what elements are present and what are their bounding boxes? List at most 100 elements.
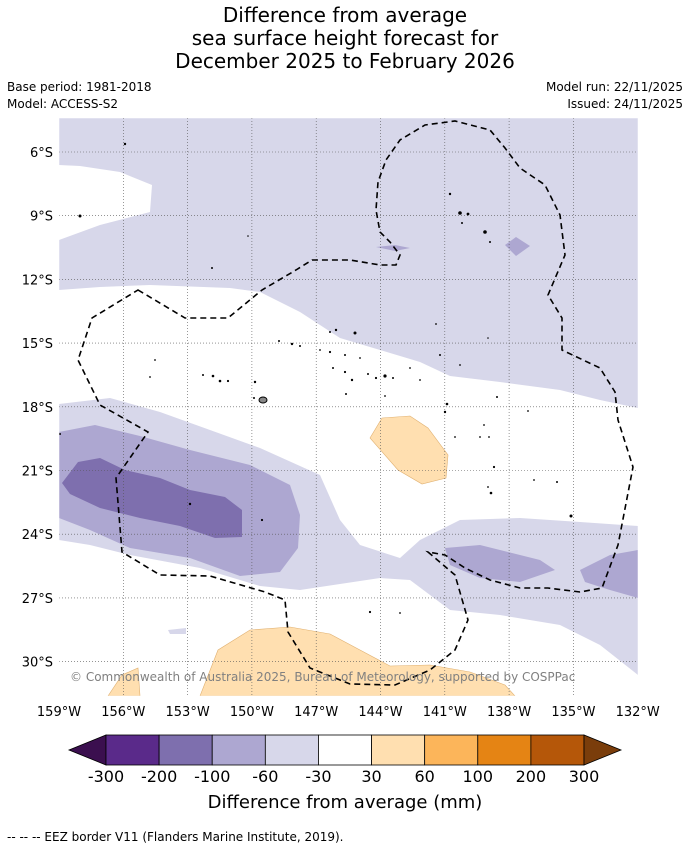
lon-tick-label: 135°W [551,705,595,720]
colorbar-segment [105,734,160,766]
title-line-2: sea surface height forecast for [191,26,499,50]
colorbar-tick-label: 300 [569,767,600,786]
anomaly-region-neg-medium-streak [376,245,410,251]
island [458,211,462,215]
lon-tick-label: 159°W [37,705,81,720]
island [435,323,437,325]
anomaly-field [59,118,638,696]
island [492,465,496,469]
lon-tick-label: 141°W [423,705,467,720]
island [211,267,213,269]
lon-tick-label: 150°W [230,705,274,720]
island [188,502,192,506]
island [569,514,573,518]
colorbar-tick-label: -200 [141,767,177,786]
island [489,491,493,495]
island [383,374,387,378]
colorbar-segment [530,734,585,766]
anomaly-region-neg-medium-east [445,545,555,582]
lat-tick-label: 21°S [22,465,53,480]
lon-tick-label: 153°W [166,705,210,720]
island [260,518,264,522]
island [488,436,490,438]
island [278,340,280,342]
island [343,370,347,374]
island [445,402,449,406]
lon-tick-label: 156°W [101,705,145,720]
colorbar-segment [424,734,479,766]
island [350,378,354,382]
copyright-notice: © Commonwealth of Australia 2025, Bureau… [70,670,575,684]
lon-tick-label: 132°W [616,705,660,720]
colorbar-segment [477,734,532,766]
colorbar-tick-label: -100 [194,767,230,786]
island [556,481,558,483]
island [392,377,394,379]
colorbar-extend-low [67,734,107,766]
island [353,331,357,335]
lat-tick-label: 6°S [30,146,53,161]
lon-tick-label: 138°W [487,705,531,720]
colorbar-segment [211,734,266,766]
title-line-3: December 2025 to February 2026 [175,49,515,73]
island [374,376,378,380]
gridlines [59,118,638,696]
island [527,410,529,412]
island [483,424,485,426]
colorbar-tick-label: -300 [88,767,124,786]
island [247,235,249,237]
colorbar-extend-high [583,734,623,766]
anomaly-region-pos-light-south [199,626,516,696]
island [461,222,463,224]
island [154,359,156,361]
colorbar-tick-label: 60 [414,767,434,786]
lon-tick-label: 147°W [294,705,338,720]
colorbar-tick-label: -30 [305,767,331,786]
island [290,342,294,346]
island [483,230,487,234]
island [211,374,215,378]
island [439,354,441,356]
colorbar-segment [371,734,426,766]
island [487,486,489,488]
lat-tick-label: 15°S [22,337,53,352]
colorbar-tick-label: -60 [252,767,278,786]
map-frame [58,117,639,697]
anomaly-region-neg-medium-small [505,237,530,256]
island [329,331,331,333]
lat-tick-label: 24°S [22,528,53,543]
island [258,396,268,404]
island [533,479,535,481]
lat-tick-label: 12°S [22,273,53,288]
island [123,142,127,146]
model-run: Model run: 22/11/2025 [545,80,683,94]
latitude-labels: 6°S 9°S 12°S 15°S 18°S 21°S 24°S 27°S 30°S [22,146,53,671]
anomaly-region-pos-light-southwest [107,667,141,696]
island [466,212,470,216]
island [448,192,452,196]
island [487,337,489,339]
colorbar-tick-label: 200 [516,767,547,786]
island [299,345,301,347]
anomaly-region-neg-strong [62,458,242,538]
colorbar-segment [158,734,213,766]
island [489,241,491,243]
colorbar-segment [318,734,372,766]
island [479,436,481,438]
island [419,379,421,381]
islands [59,142,573,614]
lat-tick-label: 18°S [22,401,53,416]
lon-tick-label: 144°W [358,705,402,720]
colorbar-title: Difference from average (mm) [207,792,483,813]
colorbar-segment [264,734,319,766]
island [345,393,347,395]
island [226,379,230,383]
lat-tick-label: 27°S [22,592,53,607]
island [496,396,498,398]
island [368,610,372,614]
map-title: Difference from average sea surface heig… [0,4,690,73]
anomaly-region-neg-light-north [59,118,638,408]
lat-tick-label: 30°S [22,656,53,671]
longitude-labels: 159°W 156°W 153°W 150°W 147°W 144°W 141°W 138°W… [37,705,660,720]
colorbar: -300 -200 -100 -60 -30 30 60 100 200 300 [67,734,623,786]
